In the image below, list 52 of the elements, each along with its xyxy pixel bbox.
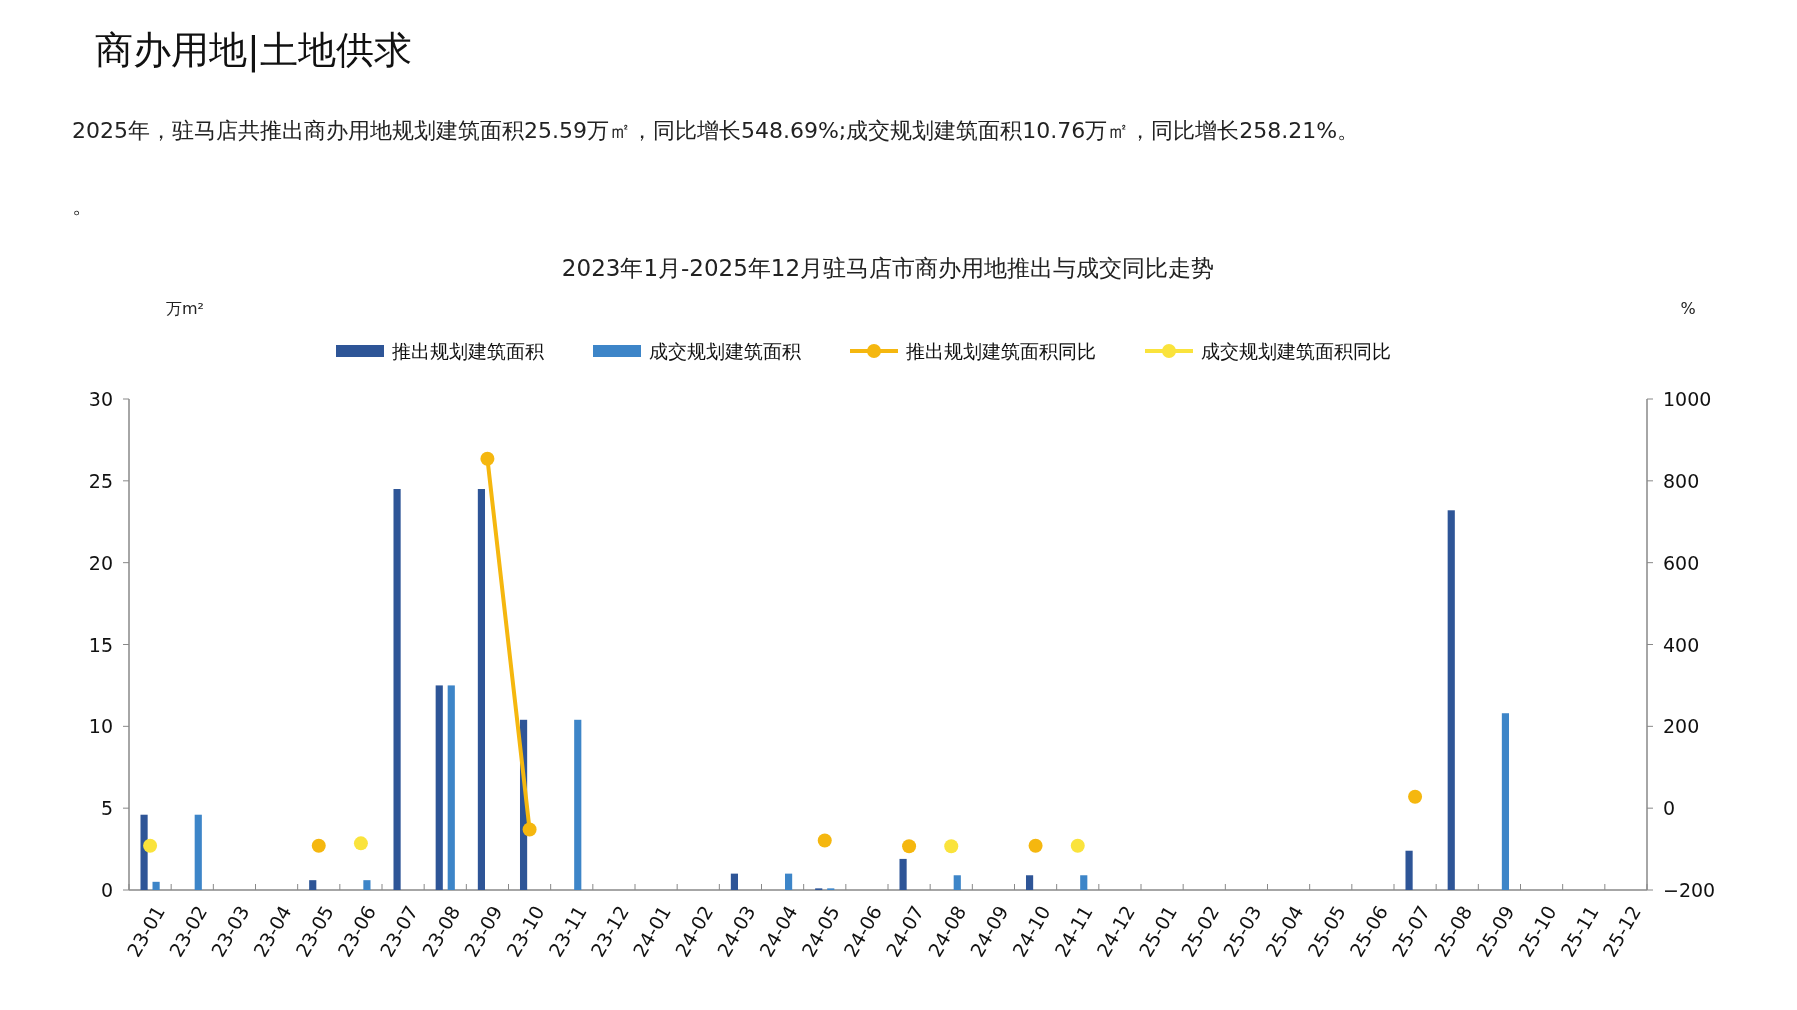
- bar: [1025, 875, 1034, 890]
- point: [817, 833, 832, 848]
- y-tick-label: 25: [88, 469, 113, 492]
- bar: [785, 873, 793, 890]
- point: [944, 839, 959, 854]
- y-tick-label: 10: [88, 715, 113, 738]
- bar: [435, 685, 443, 890]
- y-tick-label: 5: [100, 797, 113, 820]
- y2-axis-title: %: [1680, 299, 1696, 318]
- bar: [574, 719, 582, 890]
- bar: [1447, 510, 1455, 890]
- legend-label: 推出规划建筑面积: [392, 340, 544, 362]
- legend-label: 成交规划建筑面积: [649, 340, 801, 362]
- point: [1070, 838, 1085, 853]
- bar: [140, 814, 148, 890]
- point: [1408, 789, 1423, 804]
- bar: [899, 858, 907, 890]
- text: 。: [72, 193, 94, 218]
- bar: [1501, 713, 1510, 890]
- bar: [953, 875, 961, 890]
- y2-tick-label: −200: [1663, 879, 1716, 901]
- bar: [477, 489, 485, 890]
- bar: [152, 881, 160, 890]
- bar: [393, 489, 401, 890]
- legend-label: 推出规划建筑面积同比: [906, 340, 1096, 362]
- point: [1028, 838, 1043, 853]
- chart-title: 商办用地|土地供求: [95, 28, 412, 73]
- y-tick-label: 0: [100, 879, 113, 901]
- text: 2025年，驻马店共推出商办用地规划建筑面积25.59万㎡，同比增长548.69%;成交规划建筑面积10.76万㎡，同比增长258.21%。: [72, 118, 1360, 143]
- bar: [363, 880, 371, 890]
- bar: [309, 880, 317, 890]
- point: [353, 836, 368, 851]
- chart-subtitle: 2023年1月-2025年12月驻马店市商办用地推出与成交同比走势: [561, 255, 1215, 281]
- bar: [1080, 875, 1088, 890]
- y2-tick-label: 400: [1663, 633, 1700, 656]
- y2-tick-label: 800: [1663, 469, 1700, 492]
- bar: [1405, 850, 1413, 890]
- y2-tick-label: 1000: [1663, 388, 1712, 410]
- point: [902, 839, 917, 854]
- bar: [194, 814, 202, 890]
- legend-label: 成交规划建筑面积同比: [1201, 340, 1391, 362]
- point: [311, 838, 326, 853]
- y2-tick-label: 600: [1663, 551, 1700, 574]
- bar: [447, 685, 455, 890]
- y-tick-label: 30: [88, 388, 113, 410]
- point: [143, 838, 158, 853]
- y-axis-title: 万m²: [166, 299, 204, 318]
- y2-tick-label: 0: [1663, 797, 1676, 820]
- y2-tick-label: 200: [1663, 715, 1700, 738]
- y-tick-label: 15: [88, 633, 113, 656]
- bar: [730, 873, 738, 890]
- y-tick-label: 20: [88, 551, 113, 574]
